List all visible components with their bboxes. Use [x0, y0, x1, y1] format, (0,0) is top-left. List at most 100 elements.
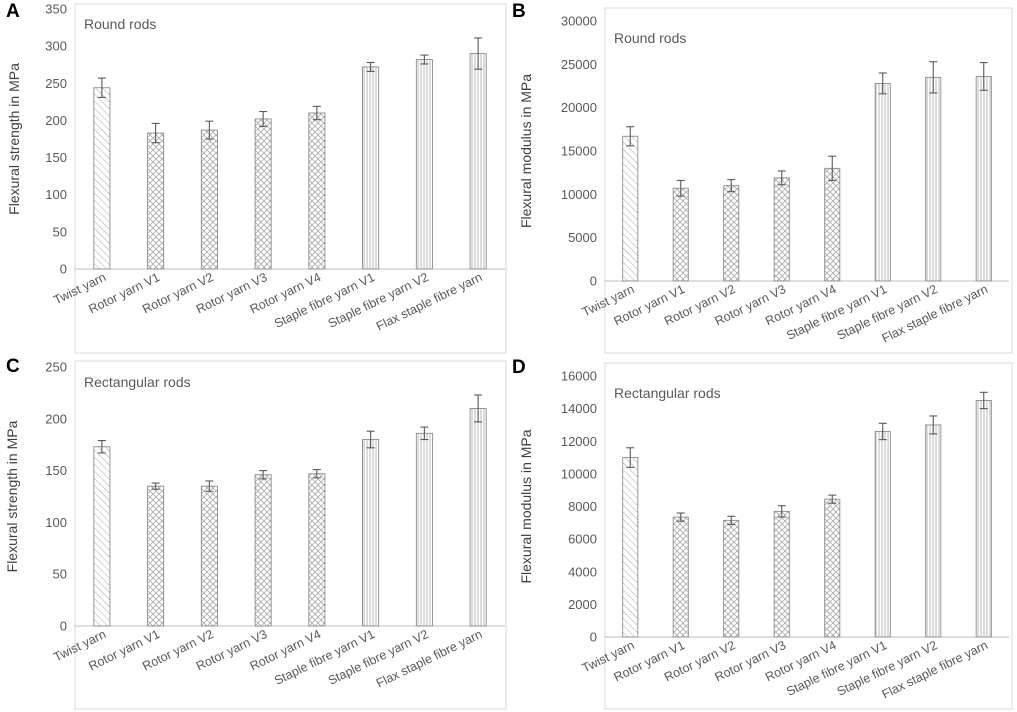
error-bar: [979, 391, 988, 410]
error-bar: [312, 469, 321, 479]
chart-frame: [604, 362, 1013, 710]
error-bar: [366, 61, 375, 72]
bar: [415, 59, 433, 270]
y-tick-label: 300: [45, 39, 67, 54]
y-tick-label: 200: [45, 411, 67, 426]
error-bar: [151, 122, 160, 144]
y-tick-label: 15000: [561, 144, 597, 159]
error-bar: [205, 480, 214, 492]
chart-svg: D Rectangular rods Flexural modulus in MPa…: [512, 357, 1013, 710]
bar: [874, 431, 891, 638]
y-tick-label: 6000: [568, 532, 597, 547]
chart-svg: B Round rods Flexural modulus in MPa 0 5000 1…: [512, 1, 1013, 354]
y-tick-label: 20000: [561, 100, 597, 115]
error-bar: [259, 470, 268, 480]
error-bar: [727, 515, 736, 525]
error-bar: [474, 394, 483, 423]
y-axis-label: Flexural strength in MPa: [6, 63, 22, 215]
y-tick-label: 0: [60, 262, 67, 277]
y-axis-label: Flexural modulus in MPa: [518, 429, 534, 583]
error-bar: [97, 77, 106, 98]
bar: [147, 132, 165, 270]
bar: [362, 439, 380, 627]
error-bar: [777, 170, 786, 186]
bar: [925, 76, 942, 282]
error-bar: [777, 505, 786, 518]
error-bar: [97, 440, 106, 454]
y-tick-label: 2000: [568, 597, 597, 612]
error-bar: [878, 422, 887, 441]
panel-label: B: [512, 1, 526, 22]
bar: [622, 457, 639, 638]
error-bar: [312, 105, 321, 121]
error-bar: [474, 37, 483, 70]
bar: [200, 485, 218, 627]
error-bar: [929, 61, 938, 94]
y-tick-label: 250: [45, 76, 67, 91]
error-bar: [676, 179, 685, 197]
error-bar: [878, 72, 887, 95]
y-axis-label: Flexural strength in MPa: [4, 420, 20, 572]
y-tick-label: 0: [590, 274, 597, 289]
error-bar: [828, 155, 837, 182]
y-axis-label: Flexural modulus in MPa: [518, 74, 534, 228]
chart-frame: [74, 360, 507, 710]
chart-title: Round rods: [614, 30, 686, 46]
bar: [975, 400, 992, 638]
chart-title: Round rods: [84, 16, 156, 32]
y-tick-label: 10000: [561, 466, 597, 481]
bar: [874, 82, 891, 282]
bar: [925, 424, 942, 638]
bar: [773, 510, 790, 638]
bar: [254, 118, 272, 270]
error-bar: [420, 54, 429, 65]
bar: [622, 135, 639, 282]
y-tick-label: 0: [590, 630, 597, 645]
y-tick-label: 200: [45, 113, 67, 128]
y-tick-label: 100: [45, 515, 67, 530]
y-tick-label: 150: [45, 150, 67, 165]
y-tick-label: 100: [45, 187, 67, 202]
chart-panel-c: C Rectangular rods Flexural strength in MP…: [0, 356, 508, 712]
chart-frame: [604, 7, 1013, 354]
bar: [308, 473, 326, 627]
bar: [362, 66, 380, 270]
chart-title: Rectangular rods: [614, 385, 721, 401]
y-tick-label: 5000: [568, 230, 597, 245]
y-tick-label: 12000: [561, 434, 597, 449]
bar: [147, 485, 165, 627]
bar: [975, 76, 992, 282]
bar: [308, 112, 326, 270]
error-bar: [676, 512, 685, 522]
panel-label: D: [512, 357, 526, 378]
bar: [773, 177, 790, 282]
bar: [672, 187, 689, 282]
bar: [723, 519, 740, 638]
chart-frame: [74, 3, 507, 354]
error-bar: [626, 447, 635, 468]
bar: [469, 53, 487, 270]
y-tick-label: 150: [45, 463, 67, 478]
y-tick-label: 10000: [561, 187, 597, 202]
y-tick-label: 0: [60, 619, 67, 634]
chart-panel-b: B Round rods Flexural modulus in MPa 0 5000 1…: [509, 0, 1017, 356]
panel-label: A: [6, 1, 20, 22]
bar: [200, 129, 218, 270]
error-bar: [979, 62, 988, 91]
y-tick-label: 25000: [561, 57, 597, 72]
error-bar: [151, 482, 160, 490]
y-tick-label: 350: [45, 2, 67, 17]
y-tick-label: 250: [45, 360, 67, 375]
error-bar: [727, 179, 736, 193]
error-bar: [259, 110, 268, 127]
y-tick-label: 4000: [568, 564, 597, 579]
bar: [415, 432, 433, 627]
chart-svg: A Round rods Flexural strength in MPa 0 50 10…: [6, 1, 507, 354]
bar: [93, 446, 111, 627]
y-tick-label: 14000: [561, 401, 597, 416]
chart-panel-a: A Round rods Flexural strength in MPa 0 50 10…: [0, 0, 508, 356]
y-tick-label: 30000: [561, 14, 597, 29]
panel-label: C: [6, 356, 20, 377]
bar: [254, 474, 272, 627]
chart-title: Rectangular rods: [84, 374, 191, 390]
